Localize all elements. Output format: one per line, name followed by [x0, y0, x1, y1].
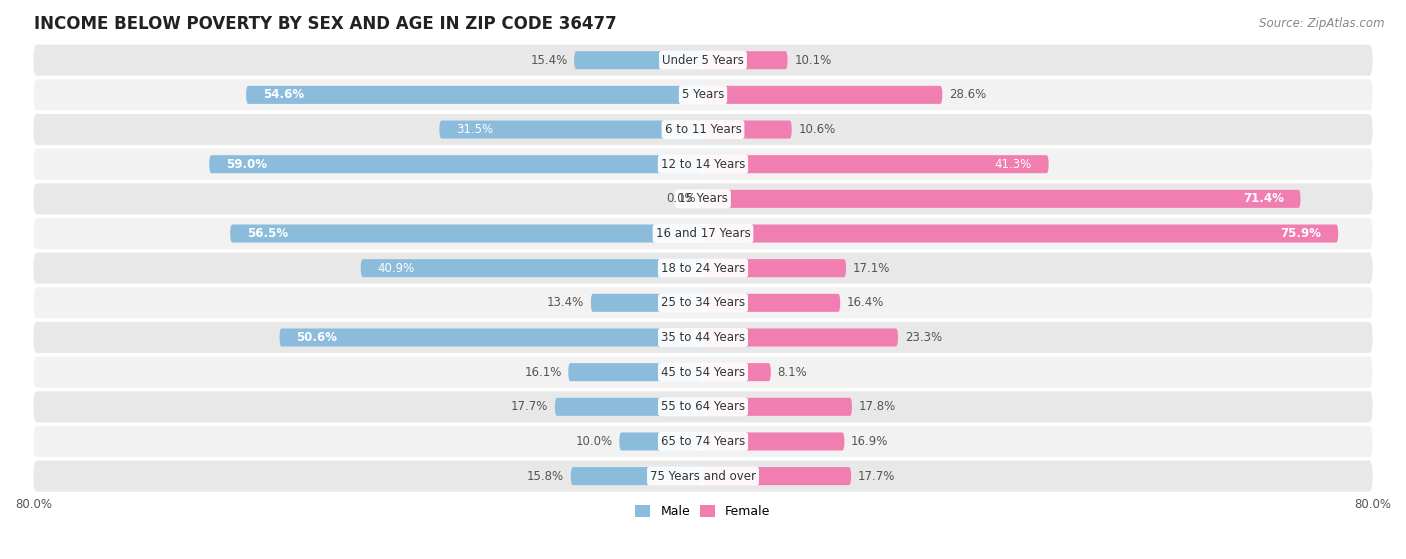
Text: 8.1%: 8.1%: [778, 366, 807, 378]
Text: Under 5 Years: Under 5 Years: [662, 54, 744, 67]
FancyBboxPatch shape: [34, 79, 1372, 111]
Text: 45 to 54 Years: 45 to 54 Years: [661, 366, 745, 378]
FancyBboxPatch shape: [703, 259, 846, 277]
Text: 18 to 24 Years: 18 to 24 Years: [661, 262, 745, 274]
Text: 13.4%: 13.4%: [547, 296, 583, 309]
Text: 17.8%: 17.8%: [859, 400, 896, 413]
FancyBboxPatch shape: [703, 467, 851, 485]
Text: 25 to 34 Years: 25 to 34 Years: [661, 296, 745, 309]
FancyBboxPatch shape: [703, 433, 845, 451]
Text: 28.6%: 28.6%: [949, 88, 986, 101]
FancyBboxPatch shape: [34, 322, 1372, 353]
Text: 71.4%: 71.4%: [1243, 192, 1284, 205]
FancyBboxPatch shape: [555, 398, 703, 416]
Text: 5 Years: 5 Years: [682, 88, 724, 101]
FancyBboxPatch shape: [34, 218, 1372, 249]
Text: 41.3%: 41.3%: [994, 158, 1032, 170]
Legend: Male, Female: Male, Female: [630, 500, 776, 523]
Text: 75 Years and over: 75 Years and over: [650, 470, 756, 482]
FancyBboxPatch shape: [34, 426, 1372, 457]
FancyBboxPatch shape: [280, 329, 703, 347]
FancyBboxPatch shape: [34, 45, 1372, 76]
Text: Source: ZipAtlas.com: Source: ZipAtlas.com: [1260, 17, 1385, 30]
FancyBboxPatch shape: [591, 294, 703, 312]
FancyBboxPatch shape: [34, 461, 1372, 492]
Text: 16.9%: 16.9%: [851, 435, 889, 448]
FancyBboxPatch shape: [34, 287, 1372, 319]
FancyBboxPatch shape: [246, 86, 703, 104]
Text: 23.3%: 23.3%: [904, 331, 942, 344]
Text: 16 and 17 Years: 16 and 17 Years: [655, 227, 751, 240]
FancyBboxPatch shape: [703, 155, 1049, 173]
FancyBboxPatch shape: [703, 363, 770, 381]
Text: 31.5%: 31.5%: [456, 123, 494, 136]
Text: 17.7%: 17.7%: [858, 470, 896, 482]
FancyBboxPatch shape: [568, 363, 703, 381]
FancyBboxPatch shape: [703, 329, 898, 347]
Text: 35 to 44 Years: 35 to 44 Years: [661, 331, 745, 344]
FancyBboxPatch shape: [361, 259, 703, 277]
FancyBboxPatch shape: [231, 225, 703, 243]
Text: 10.6%: 10.6%: [799, 123, 835, 136]
FancyBboxPatch shape: [34, 253, 1372, 284]
FancyBboxPatch shape: [34, 114, 1372, 145]
Text: 40.9%: 40.9%: [377, 262, 415, 274]
Text: 10.0%: 10.0%: [575, 435, 613, 448]
FancyBboxPatch shape: [34, 357, 1372, 388]
FancyBboxPatch shape: [440, 121, 703, 139]
FancyBboxPatch shape: [34, 183, 1372, 215]
Text: 10.1%: 10.1%: [794, 54, 831, 67]
Text: 65 to 74 Years: 65 to 74 Years: [661, 435, 745, 448]
Text: 0.0%: 0.0%: [666, 192, 696, 205]
FancyBboxPatch shape: [619, 433, 703, 451]
FancyBboxPatch shape: [703, 294, 841, 312]
Text: 55 to 64 Years: 55 to 64 Years: [661, 400, 745, 413]
FancyBboxPatch shape: [703, 190, 1301, 208]
FancyBboxPatch shape: [703, 398, 852, 416]
Text: INCOME BELOW POVERTY BY SEX AND AGE IN ZIP CODE 36477: INCOME BELOW POVERTY BY SEX AND AGE IN Z…: [34, 15, 616, 33]
FancyBboxPatch shape: [34, 391, 1372, 423]
FancyBboxPatch shape: [703, 225, 1339, 243]
Text: 75.9%: 75.9%: [1281, 227, 1322, 240]
Text: 15.4%: 15.4%: [530, 54, 568, 67]
FancyBboxPatch shape: [34, 149, 1372, 180]
Text: 12 to 14 Years: 12 to 14 Years: [661, 158, 745, 170]
Text: 16.4%: 16.4%: [846, 296, 884, 309]
FancyBboxPatch shape: [678, 190, 703, 208]
Text: 56.5%: 56.5%: [247, 227, 288, 240]
Text: 16.1%: 16.1%: [524, 366, 561, 378]
Text: 17.1%: 17.1%: [853, 262, 890, 274]
Text: 50.6%: 50.6%: [297, 331, 337, 344]
Text: 59.0%: 59.0%: [226, 158, 267, 170]
Text: 6 to 11 Years: 6 to 11 Years: [665, 123, 741, 136]
FancyBboxPatch shape: [571, 467, 703, 485]
FancyBboxPatch shape: [209, 155, 703, 173]
Text: 17.7%: 17.7%: [510, 400, 548, 413]
FancyBboxPatch shape: [574, 51, 703, 69]
Text: 15.8%: 15.8%: [527, 470, 564, 482]
Text: 15 Years: 15 Years: [678, 192, 728, 205]
Text: 54.6%: 54.6%: [263, 88, 304, 101]
FancyBboxPatch shape: [703, 51, 787, 69]
FancyBboxPatch shape: [703, 86, 942, 104]
FancyBboxPatch shape: [703, 121, 792, 139]
